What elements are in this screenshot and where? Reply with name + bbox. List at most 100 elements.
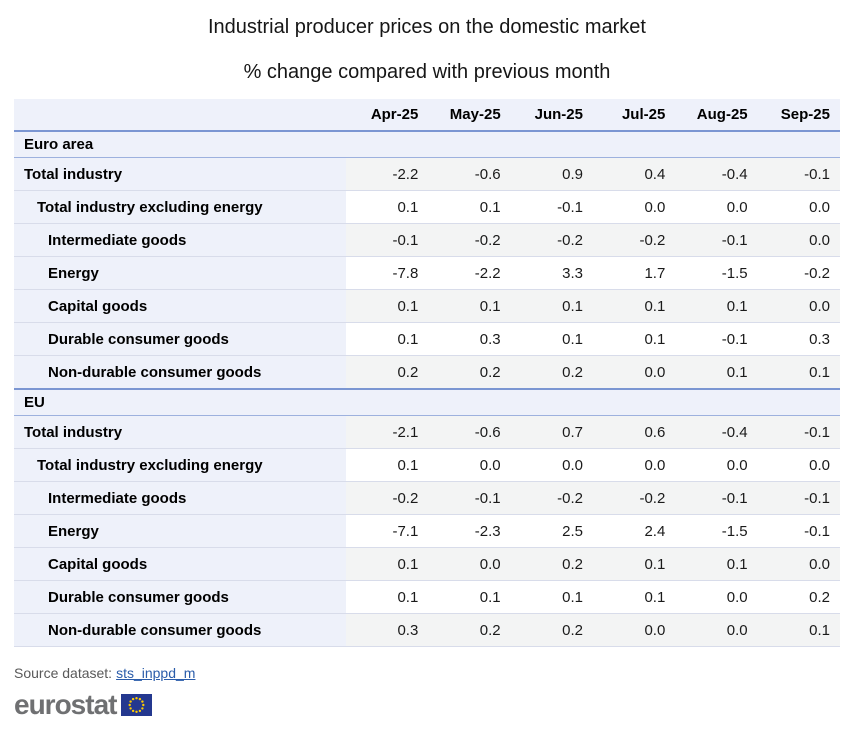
value-cell: 2.4 <box>592 514 676 548</box>
page-title: Industrial producer prices on the domest… <box>208 16 646 38</box>
value-cell: -0.1 <box>510 190 593 224</box>
value-cell: 0.0 <box>675 190 758 224</box>
value-cell: 0.0 <box>757 547 840 581</box>
table-row: Energy -7.1 -2.3 2.5 2.4 -1.5 -0.1 <box>14 514 840 548</box>
value-cell: 0.1 <box>675 289 758 323</box>
value-cell: 0.1 <box>346 580 429 614</box>
value-cell: 3.3 <box>510 256 593 290</box>
eurostat-wordmark: eurostat <box>14 689 117 720</box>
table-row: Intermediate goods -0.1 -0.2 -0.2 -0.2 -0.1 0.… <box>14 223 840 257</box>
corner-cell <box>14 99 346 132</box>
value-cell: 0.0 <box>428 448 511 482</box>
value-cell: 0.1 <box>592 289 676 323</box>
value-cell: 0.1 <box>428 289 511 323</box>
value-cell: -0.1 <box>675 223 758 257</box>
section-row: EU <box>14 388 840 416</box>
section-header: EU <box>14 388 840 416</box>
value-cell: 0.7 <box>510 415 593 449</box>
row-label: Intermediate goods <box>14 223 346 257</box>
value-cell: 0.6 <box>592 415 676 449</box>
value-cell: 0.2 <box>510 613 593 647</box>
table-row: Intermediate goods -0.2 -0.1 -0.2 -0.2 -0.1 -0… <box>14 481 840 515</box>
column-header: Jun-25 <box>510 99 593 132</box>
value-cell: 0.2 <box>428 613 511 647</box>
value-cell: 0.1 <box>346 322 429 356</box>
value-cell: 0.1 <box>757 613 840 647</box>
value-cell: -0.4 <box>675 157 758 191</box>
value-cell: 0.1 <box>592 547 676 581</box>
row-label: Capital goods <box>14 289 346 323</box>
value-cell: 0.4 <box>592 157 676 191</box>
table-row: Durable consumer goods 0.1 0.1 0.1 0.1 0.0 0.2 <box>14 580 840 614</box>
value-cell: 0.3 <box>757 322 840 356</box>
section-header: Euro area <box>14 130 840 158</box>
value-cell: 0.0 <box>675 580 758 614</box>
value-cell: 0.3 <box>428 322 511 356</box>
value-cell: -2.1 <box>346 415 429 449</box>
column-header-row: Apr-25 May-25 Jun-25 Jul-25 Aug-25 Sep-25 <box>14 99 840 132</box>
source-dataset: Source dataset: sts_inppd_m <box>14 665 854 681</box>
column-header: Aug-25 <box>675 99 758 132</box>
source-dataset-label: Source dataset: <box>14 665 113 681</box>
value-cell: 1.7 <box>592 256 676 290</box>
table-row: Capital goods 0.1 0.0 0.2 0.1 0.1 0.0 <box>14 547 840 581</box>
value-cell: 0.2 <box>428 355 511 390</box>
value-cell: -0.1 <box>757 514 840 548</box>
value-cell: 0.1 <box>675 547 758 581</box>
value-cell: -1.5 <box>675 256 758 290</box>
section-row: Euro area <box>14 130 840 158</box>
value-cell: -0.2 <box>757 256 840 290</box>
row-label: Total industry excluding energy <box>14 190 346 224</box>
value-cell: 0.0 <box>757 190 840 224</box>
value-cell: -0.2 <box>428 223 511 257</box>
table-row: Durable consumer goods 0.1 0.3 0.1 0.1 -0.1 0.… <box>14 322 840 356</box>
value-cell: 0.9 <box>510 157 593 191</box>
value-cell: 0.2 <box>346 355 429 390</box>
value-cell: -0.2 <box>510 481 593 515</box>
value-cell: -1.5 <box>675 514 758 548</box>
value-cell: -7.8 <box>346 256 429 290</box>
value-cell: -0.1 <box>675 322 758 356</box>
value-cell: 0.1 <box>675 355 758 390</box>
value-cell: 0.0 <box>675 613 758 647</box>
value-cell: 0.2 <box>510 355 593 390</box>
value-cell: 0.2 <box>510 547 593 581</box>
value-cell: 0.0 <box>592 448 676 482</box>
value-cell: 0.1 <box>428 190 511 224</box>
column-header: Apr-25 <box>346 99 429 132</box>
column-header: Jul-25 <box>592 99 676 132</box>
row-label: Non-durable consumer goods <box>14 613 346 647</box>
value-cell: -0.6 <box>428 157 511 191</box>
table-row: Total industry -2.2 -0.6 0.9 0.4 -0.4 -0.1 <box>14 157 840 191</box>
value-cell: -2.2 <box>428 256 511 290</box>
value-cell: 0.1 <box>346 547 429 581</box>
eu-flag-icon <box>121 694 153 716</box>
value-cell: 0.0 <box>592 355 676 390</box>
value-cell: 0.0 <box>757 448 840 482</box>
value-cell: -0.4 <box>675 415 758 449</box>
value-cell: 0.0 <box>757 223 840 257</box>
value-cell: -0.1 <box>675 481 758 515</box>
row-label: Energy <box>14 514 346 548</box>
source-dataset-link[interactable]: sts_inppd_m <box>116 665 196 681</box>
producer-prices-table: Apr-25 May-25 Jun-25 Jul-25 Aug-25 Sep-25 Eur… <box>14 99 840 647</box>
table-row: Energy -7.8 -2.2 3.3 1.7 -1.5 -0.2 <box>14 256 840 290</box>
row-label: Capital goods <box>14 547 346 581</box>
row-label: Total industry <box>14 415 346 449</box>
value-cell: -0.2 <box>592 481 676 515</box>
row-label: Intermediate goods <box>14 481 346 515</box>
value-cell: 2.5 <box>510 514 593 548</box>
value-cell: -2.2 <box>346 157 429 191</box>
table-row: Capital goods 0.1 0.1 0.1 0.1 0.1 0.0 <box>14 289 840 323</box>
value-cell: 0.1 <box>510 322 593 356</box>
value-cell: 0.1 <box>592 322 676 356</box>
value-cell: 0.0 <box>510 448 593 482</box>
value-cell: 0.0 <box>592 613 676 647</box>
value-cell: -0.1 <box>757 481 840 515</box>
value-cell: 0.0 <box>757 289 840 323</box>
value-cell: -0.1 <box>757 157 840 191</box>
row-label: Non-durable consumer goods <box>14 355 346 390</box>
value-cell: 0.1 <box>428 580 511 614</box>
table-row: Total industry -2.1 -0.6 0.7 0.6 -0.4 -0.1 <box>14 415 840 449</box>
value-cell: 0.2 <box>757 580 840 614</box>
